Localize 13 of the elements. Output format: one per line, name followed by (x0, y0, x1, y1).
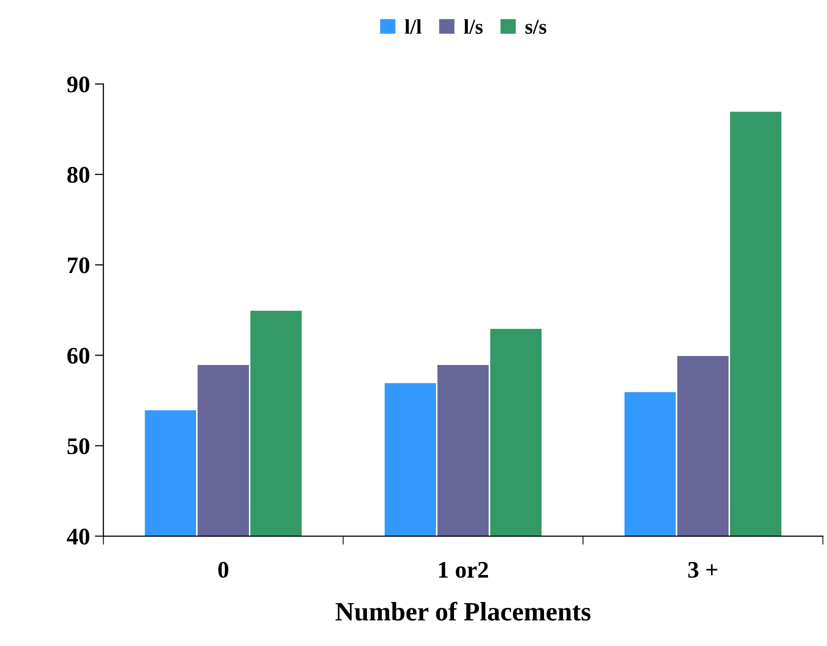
y-tick-label: 40 (66, 528, 90, 545)
x-tick-label: 1 or2 (439, 562, 488, 578)
y-tick-label: 70 (68, 257, 90, 274)
y-tick-label: 50 (68, 438, 90, 454)
legend-label: l/l (404, 19, 422, 34)
legend-label: l/s (464, 19, 483, 34)
y-tick-label: 90 (67, 76, 90, 92)
legend-label: s/s (525, 20, 546, 34)
y-tick-label: 80 (67, 166, 90, 183)
x-tick-label: 3 + (688, 562, 718, 578)
x-axis-title: Number of Placements (336, 602, 590, 621)
y-tick-label: 60 (67, 348, 90, 364)
x-tick-label: 0 (218, 562, 228, 578)
